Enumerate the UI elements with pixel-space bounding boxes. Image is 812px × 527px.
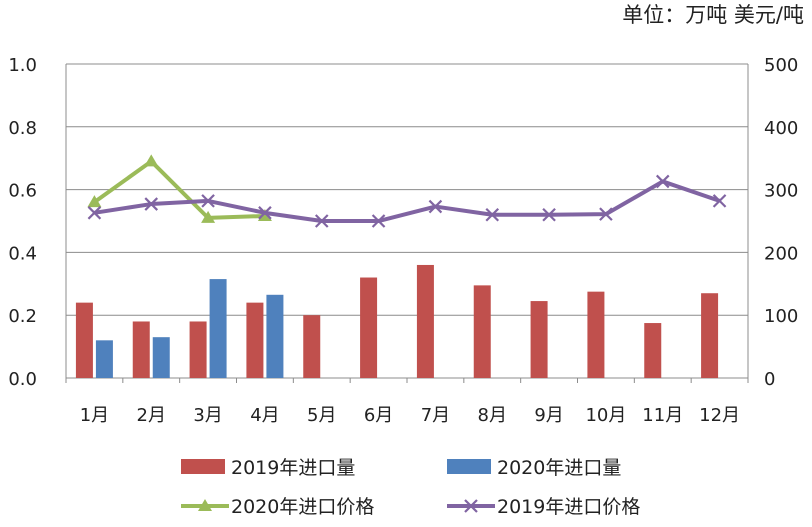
category-label: 5月 [307,405,336,426]
right-tick-label: 500 [764,55,798,76]
x-marker [655,174,670,189]
category-label: 10月 [585,405,626,426]
axes [65,64,749,383]
category-label: 7月 [421,405,450,426]
category-label: 3月 [193,405,222,426]
left-tick-label: 1.0 [8,55,37,76]
x-marker [464,499,478,513]
bar [644,323,662,378]
x-marker [314,214,329,228]
series-line [94,179,721,223]
legend-item: 2019年进口价格 [447,496,640,518]
right-tick-label: 200 [764,243,798,264]
x-marker [428,199,443,214]
bar [701,293,719,378]
legend-label: 2019年进口量 [231,457,355,479]
tick-labels: 0.0 0 0.2 100 0.4 200 0.6 300 0.8 400 1.0 500 1月 2月 3月… [8,55,798,426]
bar-series [75,264,719,378]
legend-label: 2019年进口价格 [497,496,640,518]
category-label: 1月 [80,405,109,426]
x-marker [371,214,386,228]
left-tick-label: 0.8 [8,118,37,139]
bar [95,340,113,378]
category-label: 6月 [364,405,393,426]
category-label: 9月 [534,405,563,426]
bar [360,277,378,378]
legend: 2019年进口量 2020年进口量 2020年进口价格 2019年进口价格 [181,457,640,518]
bar [303,315,321,378]
right-tick-label: 300 [764,181,798,202]
bar [209,279,227,378]
triangle-marker [87,195,102,208]
left-tick-label: 0.6 [8,181,37,202]
bar [416,264,434,378]
legend-item: 2020年进口价格 [181,496,374,518]
x-marker [542,207,556,222]
legend-label: 2020年进口量 [497,457,621,479]
x-marker [144,197,159,211]
left-tick-label: 0.2 [8,306,37,327]
bar [132,321,150,378]
right-tick-label: 0 [764,369,775,390]
legend-label: 2020年进口价格 [231,496,374,518]
right-tick-label: 400 [764,118,798,139]
left-tick-label: 0.0 [8,369,37,390]
right-tick-label: 100 [764,306,798,327]
left-tick-label: 0.4 [8,243,37,264]
bar [75,302,93,378]
triangle-marker [198,499,212,511]
category-label: 2月 [137,405,166,426]
line-series [87,154,727,228]
bar [152,337,170,378]
legend-swatch [181,459,225,474]
triangle-marker [201,210,216,223]
legend-item: 2020年进口量 [447,457,621,479]
category-label: 8月 [478,405,507,426]
unit-label: 单位：万吨 美元/吨 [622,3,804,27]
bar [246,302,264,378]
bar [473,285,491,378]
x-marker [201,194,215,208]
legend-item: 2019年进口量 [181,457,355,479]
x-marker [258,206,272,220]
category-label: 4月 [250,405,279,426]
bar [587,291,605,378]
x-marker [712,194,727,208]
x-marker [87,206,102,220]
triangle-marker [144,154,159,167]
x-marker [599,207,613,221]
series-line [93,159,265,220]
legend-swatch [447,459,491,474]
triangle-marker [257,208,272,221]
bar [189,321,207,378]
category-label: 11月 [642,405,683,426]
bar [266,294,284,378]
category-label: 12月 [699,405,740,426]
x-marker [485,207,500,222]
bar [530,301,548,378]
